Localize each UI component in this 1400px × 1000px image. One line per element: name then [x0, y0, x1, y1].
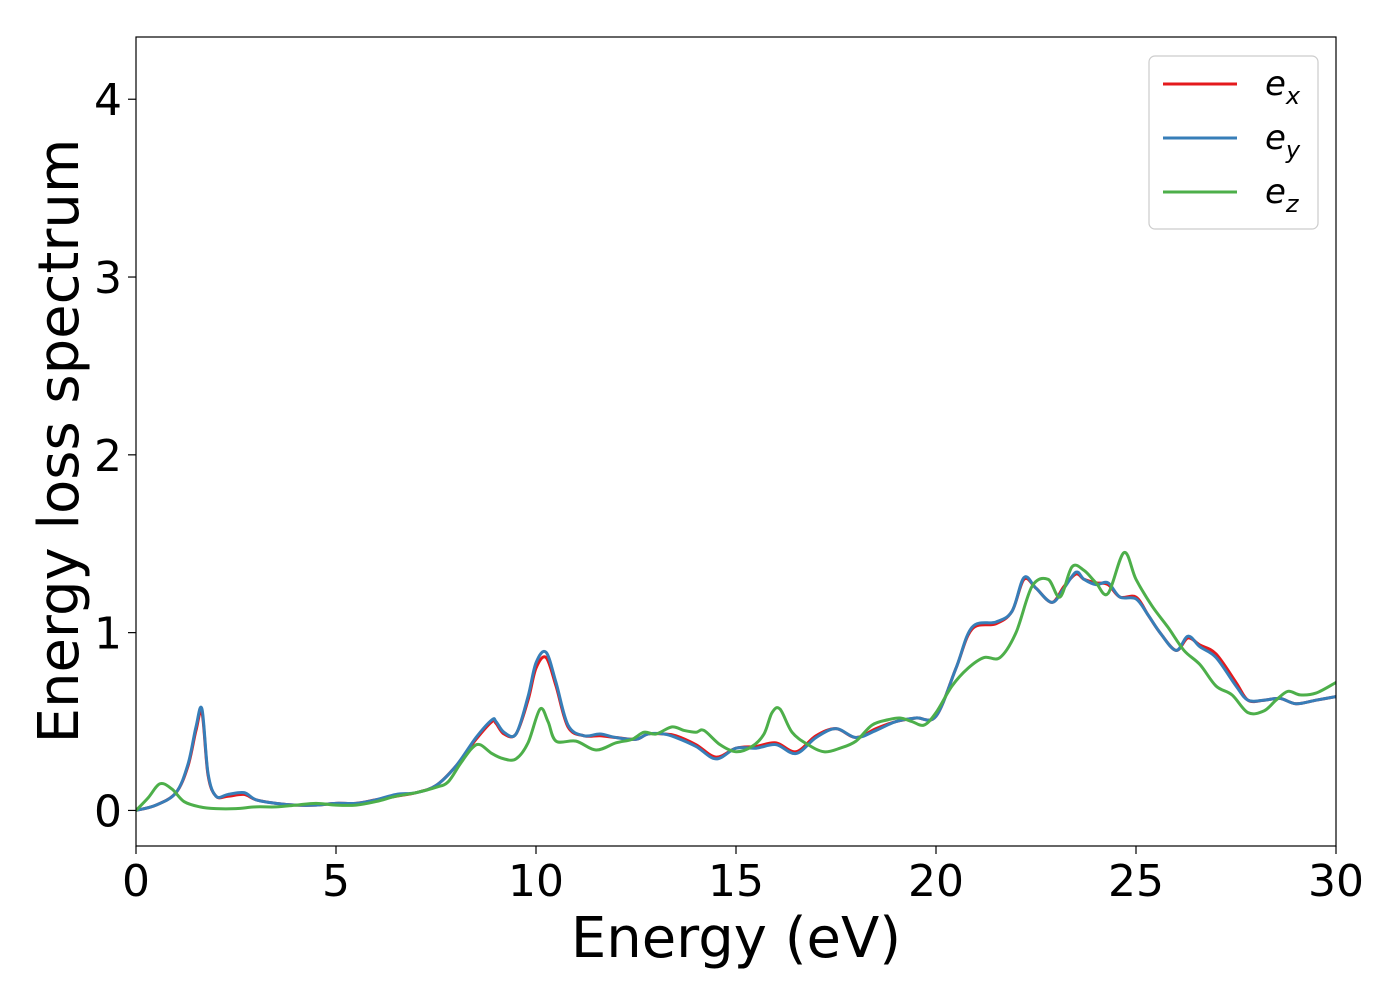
- legend-label-y: ey: [1265, 118, 1301, 164]
- y-axis-label: Energy loss spectrum: [27, 139, 92, 744]
- x-tick-label: 10: [508, 856, 564, 907]
- legend-label-x: ex: [1265, 64, 1301, 110]
- x-tick-label: 0: [122, 856, 150, 907]
- series-layer: [136, 551, 1336, 812]
- x-tick-label: 20: [908, 856, 964, 907]
- x-tick-label: 30: [1308, 856, 1364, 907]
- x-axis-ticks: 0 5 10 15 20 25 30: [122, 846, 1364, 907]
- legend: ex ey ez: [1148, 55, 1319, 230]
- x-tick-label: 5: [322, 856, 350, 907]
- legend-box: [1148, 55, 1319, 230]
- x-tick-label: 15: [708, 856, 764, 907]
- y-tick-label: 2: [94, 431, 122, 482]
- x-axis-label: Energy (eV): [571, 906, 901, 971]
- y-tick-label: 0: [94, 786, 122, 837]
- x-tick-label: 25: [1108, 856, 1164, 907]
- y-tick-label: 3: [94, 253, 122, 304]
- series-line-e-z: [136, 551, 1336, 812]
- legend-label-z: ez: [1265, 172, 1300, 218]
- series-line-e-y: [136, 570, 1336, 812]
- y-tick-label: 1: [94, 609, 122, 660]
- y-tick-label: 4: [94, 75, 122, 126]
- y-axis-ticks: 0 1 2 3 4: [94, 75, 136, 837]
